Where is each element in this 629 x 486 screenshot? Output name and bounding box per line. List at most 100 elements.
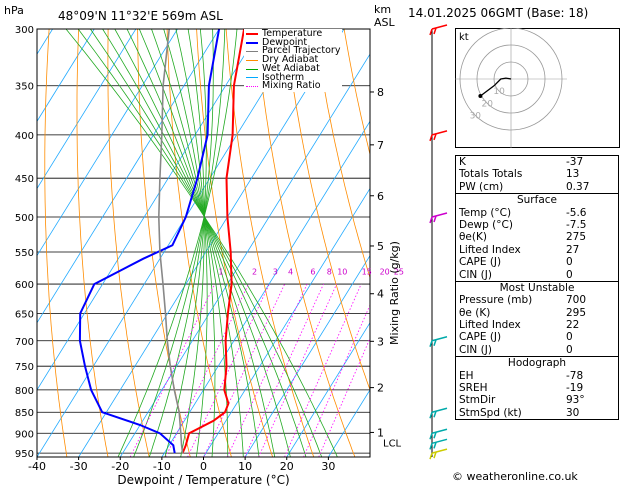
index-label: StmSpd (kt) [459,406,522,419]
mixing-ratio-line [165,283,249,457]
legend-swatch [246,68,258,70]
legend-label: Parcel Trajectory [262,45,341,57]
legend-item: Mixing Ratio [246,80,340,92]
barb-staff [431,407,448,413]
wind-barb [429,428,448,440]
temperature-line [181,29,246,454]
legend-item: Dry Adiabat [246,55,340,65]
index-row: SREH -19 [456,382,618,394]
barb-staff [431,212,448,218]
index-row: Lifted Index 22 [456,319,618,331]
index-value: 0.37 [566,180,590,193]
surface-title: Surface [516,194,557,207]
wind-barbs [429,24,448,460]
index-row: θe(K) 275 [456,231,618,243]
index-label: Dewp (°C) [459,218,513,231]
mixing-ratio-line [303,304,370,457]
legend-item: Dewpoint [246,36,340,48]
barb-flag [429,340,433,348]
legend: Temperature Dewpoint Parcel Trajectory Dry … [244,28,343,92]
isotherm [161,120,370,457]
hodograph-frame [455,28,620,148]
index-value: 0 [566,268,573,281]
most-unstable-title: Most Unstable [499,281,575,294]
index-row: Pressure (mb) 700 [456,294,618,306]
barb-staff [431,438,448,445]
index-label: Lifted Index [459,243,521,256]
km-tick-label: 6 [377,190,384,203]
wet-adiabat [90,29,307,457]
index-value: -37 [566,156,584,168]
location-label: 48°09'N 11°32'E 569m ASL [58,9,223,23]
barb-flag [433,27,437,35]
barb-flag [429,216,433,224]
index-value: 13 [566,168,580,181]
km-tick-label: 3 [377,335,384,348]
isotherm [244,254,370,457]
legend-swatch [246,42,258,45]
km-unit: km [374,3,391,16]
isotherm [37,29,178,257]
pressure-tick: 350 [15,82,34,93]
legend-label: Temperature [262,28,323,39]
index-value: -78 [566,369,584,382]
lcl-label: LCL [383,439,402,450]
index-label: Temp (°C) [459,206,512,219]
hodograph-title: Hodograph [507,357,567,370]
pressure-tick: 500 [15,213,34,224]
x-tick-label: -40 [28,460,46,473]
index-value: -19 [566,382,584,395]
mixing-ratio-line [226,283,308,457]
x-tick-label: -30 [70,460,88,473]
index-row: EH -78 [456,370,618,382]
wet-adiabat [102,29,291,457]
index-label: EH [459,369,474,382]
hodograph-trace [480,77,512,97]
dry-adiabat [225,29,315,457]
footer-credit: © weatheronline.co.uk [452,470,578,483]
indices-table: K -37 Totals Totals 13 PW (cm) 0.37 Surface T… [455,155,619,421]
index-label: Pressure (mb) [459,294,533,307]
wind-barb [429,448,448,460]
wet-adiabat [175,29,208,457]
pressure-tick: 800 [15,386,34,397]
hodograph-section: Hodograph EH -78 SREH -19 StmDir 93° StmSpd (k… [455,356,619,421]
index-row: PW (cm) 0.37 [456,181,618,193]
index-value: 0 [566,256,573,269]
pressure-tick: 550 [15,248,34,259]
index-row: Lifted Index 27 [456,244,618,256]
pressure-unit: hPa [4,4,24,17]
legend-swatch [246,86,258,88]
barb-flag [433,432,437,439]
pressure-tick: 400 [15,131,34,142]
mixing-ratio-axis-label: Mixing Ratio (g/kg) [388,241,401,345]
mixing-ratio-label: 2 [252,268,257,277]
barb-staff [431,336,448,342]
mixing-ratio-label: 3 [273,268,278,277]
legend-label: Mixing Ratio [262,80,321,92]
legend-swatch [246,59,258,61]
barb-staff [431,448,448,454]
parcel-trajectory-line [157,29,184,454]
km-tick-label: 8 [377,86,384,99]
legend-label: Dewpoint [262,36,308,48]
index-row: StmSpd (kt) 30 [456,407,618,419]
index-value: 0 [566,331,573,344]
legend-swatch [246,33,258,36]
index-value: 275 [566,231,587,244]
isotherm [37,29,137,190]
pressure-tick: 900 [15,429,34,440]
index-label: CAPE (J) [459,331,502,344]
wet-adiabat [151,29,229,457]
wet-adiabat [163,29,216,457]
index-row: CIN (J) 0 [456,269,618,281]
wind-barb [429,407,448,419]
barb-flag [433,410,437,418]
hodograph-unit: kt [459,32,469,43]
wind-barb [429,24,448,36]
barb-flag [429,134,433,142]
mixing-ratio-label: 6 [310,268,315,277]
